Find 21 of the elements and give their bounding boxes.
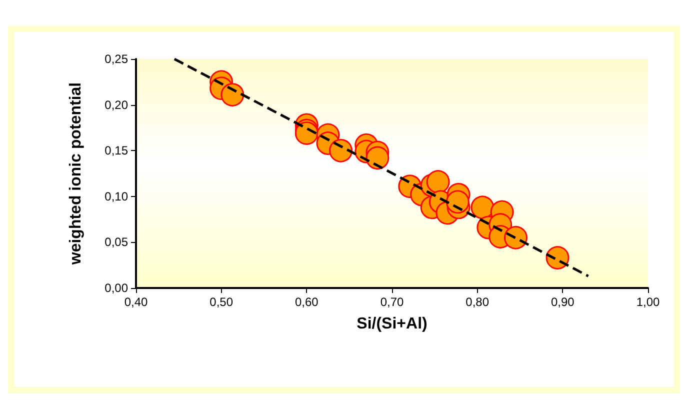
y-tick-label: 0,25	[104, 52, 128, 66]
x-tick-label: 0,90	[550, 295, 575, 309]
y-tick-label: 0,20	[104, 98, 128, 112]
point	[426, 170, 450, 194]
x-axis-title: Si/(Si+Al)	[356, 316, 428, 332]
x-tick-label: 0,40	[124, 295, 148, 309]
x-tick-label: 1,00	[636, 295, 660, 309]
y-tick-label: 0,05	[104, 235, 128, 250]
point	[470, 196, 494, 220]
point	[220, 82, 244, 106]
point	[366, 146, 390, 170]
x-tick-label: 0,70	[380, 295, 404, 309]
x-tick-label: 0,60	[294, 295, 319, 309]
y-tick-label: 0,00	[104, 281, 128, 295]
point	[446, 190, 470, 214]
y-tick-label: 0,10	[104, 189, 128, 204]
point	[329, 138, 353, 162]
x-tick-label: 0,50	[210, 295, 234, 309]
y-axis-title: weighted ionic potential	[68, 82, 84, 266]
x-tick-label: 0,80	[466, 295, 490, 309]
y-tick-label: 0,15	[104, 144, 128, 158]
